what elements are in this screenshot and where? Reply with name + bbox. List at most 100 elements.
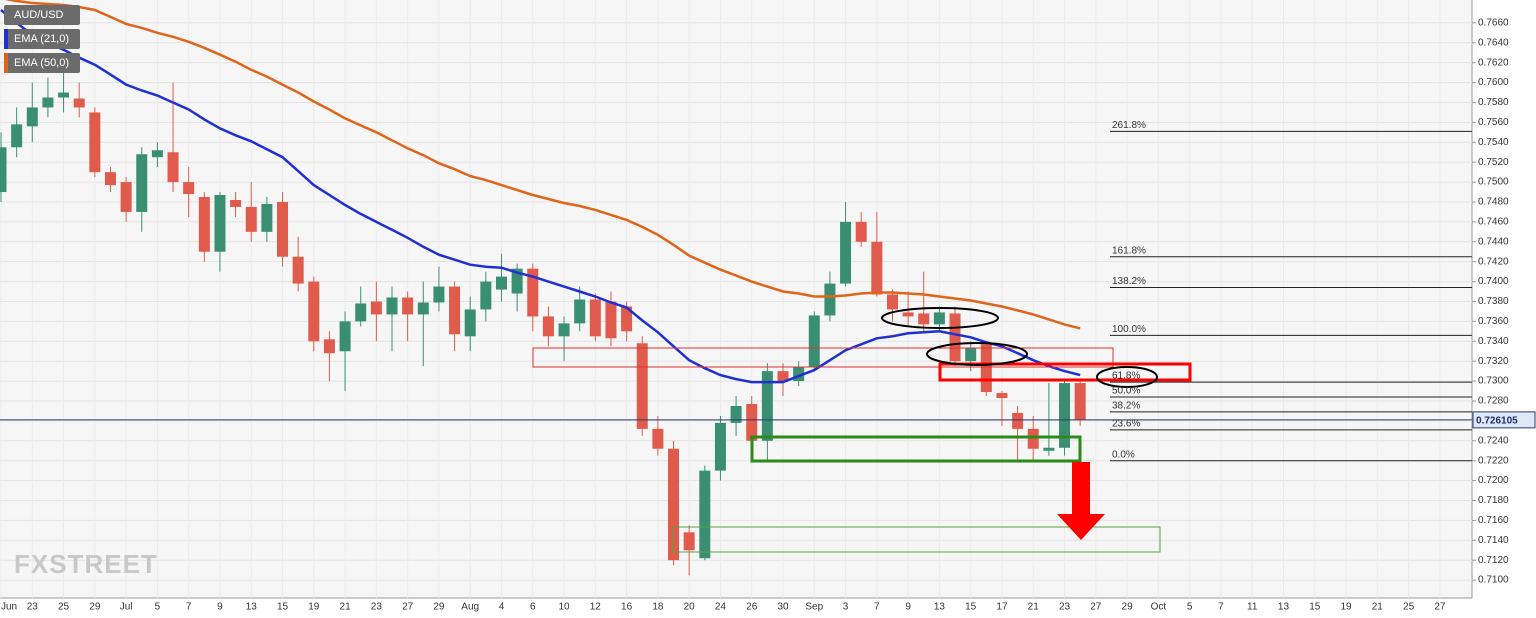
y-tick-label: 0.7420 xyxy=(1478,256,1509,267)
y-tick-label: 0.7540 xyxy=(1478,137,1509,148)
legend-swatch xyxy=(4,53,8,73)
x-tick-label: 12 xyxy=(590,602,602,613)
x-tick-label: 27 xyxy=(402,602,414,613)
legend-box xyxy=(4,53,80,73)
candle-body xyxy=(355,303,367,322)
target-zone xyxy=(672,526,1161,553)
legend-box xyxy=(4,5,80,25)
x-tick-label: 23 xyxy=(371,602,383,613)
y-tick-label: 0.7460 xyxy=(1478,217,1509,228)
y-tick-label: 0.7120 xyxy=(1478,555,1509,566)
candle-body xyxy=(104,172,116,186)
fib-label: 50.0% xyxy=(1112,386,1140,397)
candle-body xyxy=(183,182,195,195)
x-tick-label: 21 xyxy=(340,602,352,613)
y-tick-label: 0.7600 xyxy=(1478,77,1509,88)
x-tick-label: 30 xyxy=(777,602,789,613)
candle-body xyxy=(714,422,726,471)
x-tick-label: 25 xyxy=(1403,602,1415,613)
x-tick-label: Jul xyxy=(120,602,133,613)
legend-label: EMA (21,0) xyxy=(14,33,69,45)
candle-body xyxy=(699,470,711,559)
candle-body xyxy=(417,302,429,315)
candle-body xyxy=(996,393,1008,399)
x-tick-label: 4 xyxy=(499,602,505,613)
x-tick-label: Jun xyxy=(1,602,17,613)
candle-body xyxy=(824,283,836,316)
x-tick-label: 3 xyxy=(843,602,849,613)
candle-body xyxy=(339,321,351,352)
y-tick-label: 0.7400 xyxy=(1478,276,1509,287)
fib-label: 0.0% xyxy=(1112,449,1135,460)
candle-body xyxy=(495,276,507,290)
resistance-zone xyxy=(532,347,1114,368)
y-tick-label: 0.7280 xyxy=(1478,396,1509,407)
x-tick-label: 15 xyxy=(277,602,289,613)
candle-body xyxy=(136,154,148,212)
y-tick-label: 0.7340 xyxy=(1478,336,1509,347)
x-tick-label: 19 xyxy=(308,602,320,613)
candle-body xyxy=(730,405,742,423)
highlight-ellipse xyxy=(1096,366,1158,388)
candle-body xyxy=(73,98,85,108)
candle-body xyxy=(120,182,132,212)
candle-body xyxy=(558,323,570,337)
y-tick-label: 0.7160 xyxy=(1478,515,1509,526)
highlight-ellipse xyxy=(926,342,1028,366)
x-tick-label: 13 xyxy=(1278,602,1290,613)
x-tick-label: 7 xyxy=(1218,602,1224,613)
candle-body xyxy=(370,301,382,315)
candle-body xyxy=(323,339,335,354)
candle-body xyxy=(746,403,758,441)
y-tick-label: 0.7380 xyxy=(1478,296,1509,307)
candle-body xyxy=(761,371,773,441)
resistance-zone xyxy=(938,362,1192,382)
candle-body xyxy=(11,124,23,148)
candle-body xyxy=(542,316,554,337)
ema-line xyxy=(4,0,1081,330)
candle-body xyxy=(574,299,586,324)
support-zone xyxy=(750,435,1082,463)
arrow-head xyxy=(1057,514,1105,540)
x-tick-label: 26 xyxy=(746,602,758,613)
x-tick-label: 20 xyxy=(684,602,696,613)
candle-body xyxy=(871,241,883,295)
y-tick-label: 0.7240 xyxy=(1478,435,1509,446)
candle-body xyxy=(464,309,476,337)
y-tick-label: 0.7440 xyxy=(1478,236,1509,247)
legend-label: EMA (50,0) xyxy=(14,57,69,69)
candle-body xyxy=(902,312,914,317)
x-tick-label: 5 xyxy=(1187,602,1193,613)
x-tick-label: 27 xyxy=(1434,602,1446,613)
y-tick-label: 0.7560 xyxy=(1478,117,1509,128)
y-tick-label: 0.7360 xyxy=(1478,316,1509,327)
candle-body xyxy=(198,197,210,252)
fib-label: 161.8% xyxy=(1112,245,1146,256)
overlay: 261.8% 161.8% 138.2% 100.0% 61.8% 50.0% 38.2% 2… xyxy=(0,5,1536,462)
candle-body xyxy=(1074,383,1086,420)
candle-body xyxy=(449,286,461,335)
candle-body xyxy=(980,344,992,393)
x-tick-label: 7 xyxy=(186,602,192,613)
candle-body xyxy=(230,199,242,207)
candle-body xyxy=(808,315,820,368)
watermark: FXSTREET xyxy=(14,549,158,579)
candle-body xyxy=(167,152,179,183)
x-tick-label: 29 xyxy=(1122,602,1134,613)
candle-body xyxy=(58,92,70,98)
y-tick-label: 0.7300 xyxy=(1478,376,1509,387)
fib-label: 23.6% xyxy=(1112,418,1140,429)
candle-body xyxy=(480,281,492,310)
x-tick-label: 13 xyxy=(934,602,946,613)
x-tick-label: 13 xyxy=(246,602,258,613)
fib-label: 261.8% xyxy=(1112,120,1146,131)
candle-body xyxy=(245,206,257,232)
highlight-ellipse xyxy=(881,307,999,329)
x-tick-label: 7 xyxy=(874,602,880,613)
candle-body xyxy=(42,97,54,108)
candle-body xyxy=(636,343,648,429)
candle-body xyxy=(589,299,601,337)
candle-body xyxy=(1012,412,1024,429)
